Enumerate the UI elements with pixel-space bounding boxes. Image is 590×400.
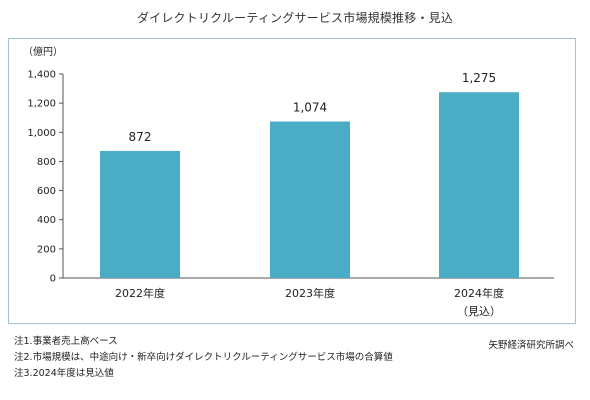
y-axis-unit-label: （億円）	[23, 45, 63, 58]
x-category-label: 2024年度	[454, 286, 504, 300]
y-tick-label: 200	[37, 244, 56, 255]
source-credit: 矢野経済研究所調べ	[488, 340, 574, 351]
data-label: 1,074	[293, 101, 327, 115]
bar	[270, 121, 350, 278]
x-category-sublabel: （見込）	[457, 305, 501, 318]
bar	[100, 150, 180, 278]
data-label: 872	[129, 130, 152, 144]
x-category-label: 2022年度	[115, 286, 165, 300]
note-1: 注1.事業者売上高ベース	[14, 336, 118, 347]
y-tick-label: 800	[37, 157, 56, 168]
chart-title: ダイレクトリクルーティングサービス市場規模推移・見込	[136, 11, 454, 25]
bar-chart: （億円） 0 200 400 600 800 1,000 1,200 1,400 872 2022年…	[23, 45, 554, 318]
bar	[439, 92, 519, 278]
y-tick-label: 1,000	[27, 128, 56, 139]
x-category-label: 2023年度	[285, 286, 335, 300]
note-3: 注3.2024年度は見込値	[14, 368, 114, 379]
y-tick-label: 1,400	[27, 70, 56, 81]
y-tick-label: 400	[37, 215, 56, 226]
y-tick-label: 0	[50, 274, 56, 285]
data-label: 1,275	[462, 71, 496, 85]
y-tick-label: 600	[37, 186, 56, 197]
note-2: 注2.市場規模は、中途向け・新卒向けダイレクトリクルーティングサービス市場の合算…	[14, 352, 393, 363]
chart-frame: （億円） 0 200 400 600 800 1,000 1,200 1,400 872 2022年…	[8, 38, 576, 324]
y-tick-label: 1,200	[27, 99, 56, 110]
